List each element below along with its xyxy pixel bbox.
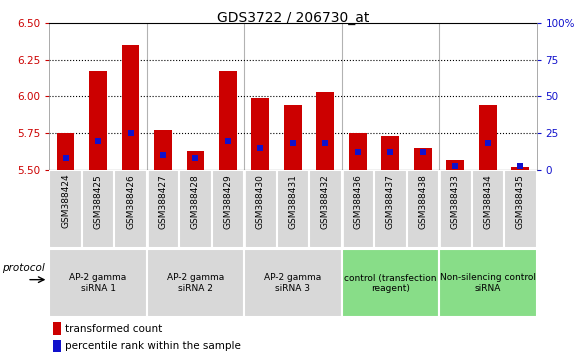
- Bar: [479, 105, 496, 170]
- Text: Non-silencing control
siRNA: Non-silencing control siRNA: [440, 274, 536, 293]
- Text: GSM388424: GSM388424: [61, 174, 70, 228]
- Text: GSM388428: GSM388428: [191, 174, 200, 229]
- Bar: [154, 130, 172, 170]
- Text: AP-2 gamma
siRNA 2: AP-2 gamma siRNA 2: [167, 274, 224, 293]
- Bar: [252, 98, 269, 170]
- Text: GSM388432: GSM388432: [321, 174, 330, 229]
- Point: [223, 138, 233, 143]
- Bar: [244, 170, 277, 248]
- Point: [451, 163, 460, 169]
- Bar: [53, 322, 61, 335]
- Bar: [89, 72, 107, 170]
- Bar: [382, 136, 399, 170]
- Text: percentile rank within the sample: percentile rank within the sample: [64, 341, 241, 351]
- Bar: [49, 170, 82, 248]
- Bar: [147, 170, 179, 248]
- Bar: [439, 170, 472, 248]
- Bar: [414, 148, 432, 170]
- Text: control (transfection
reagent): control (transfection reagent): [344, 274, 437, 293]
- Point: [158, 152, 168, 158]
- Bar: [53, 340, 61, 352]
- Bar: [114, 170, 147, 248]
- Text: AP-2 gamma
siRNA 1: AP-2 gamma siRNA 1: [70, 274, 126, 293]
- Point: [61, 155, 70, 161]
- Bar: [244, 249, 342, 317]
- Point: [288, 141, 298, 146]
- Text: AP-2 gamma
siRNA 3: AP-2 gamma siRNA 3: [264, 274, 321, 293]
- Point: [191, 155, 200, 161]
- Text: GSM388425: GSM388425: [93, 174, 103, 229]
- Bar: [147, 249, 244, 317]
- Text: GSM388426: GSM388426: [126, 174, 135, 229]
- Bar: [284, 105, 302, 170]
- Text: GSM388436: GSM388436: [353, 174, 362, 229]
- Point: [516, 163, 525, 169]
- Text: GDS3722 / 206730_at: GDS3722 / 206730_at: [217, 11, 369, 25]
- Text: protocol: protocol: [2, 263, 45, 273]
- Bar: [82, 170, 114, 248]
- Bar: [342, 249, 439, 317]
- Bar: [374, 170, 407, 248]
- Text: GSM388435: GSM388435: [516, 174, 525, 229]
- Bar: [187, 151, 204, 170]
- Text: transformed count: transformed count: [64, 324, 162, 333]
- Bar: [179, 170, 212, 248]
- Bar: [472, 170, 504, 248]
- Point: [386, 149, 395, 155]
- Point: [353, 149, 362, 155]
- Text: GSM388434: GSM388434: [483, 174, 492, 229]
- Bar: [504, 170, 536, 248]
- Bar: [439, 249, 536, 317]
- Bar: [447, 160, 464, 170]
- Bar: [317, 92, 334, 170]
- Point: [483, 141, 492, 146]
- Text: GSM388431: GSM388431: [288, 174, 298, 229]
- Text: GSM388429: GSM388429: [223, 174, 233, 229]
- Text: GSM388433: GSM388433: [451, 174, 460, 229]
- Text: GSM388427: GSM388427: [158, 174, 168, 229]
- Point: [418, 149, 427, 155]
- Text: GSM388437: GSM388437: [386, 174, 395, 229]
- Bar: [349, 133, 367, 170]
- Bar: [277, 170, 309, 248]
- Text: GSM388430: GSM388430: [256, 174, 265, 229]
- Point: [321, 141, 330, 146]
- Bar: [342, 170, 374, 248]
- Bar: [512, 167, 529, 170]
- Bar: [219, 72, 237, 170]
- Bar: [407, 170, 439, 248]
- Text: GSM388438: GSM388438: [418, 174, 427, 229]
- Bar: [122, 45, 139, 170]
- Point: [256, 145, 265, 151]
- Bar: [309, 170, 342, 248]
- Bar: [49, 249, 147, 317]
- Bar: [212, 170, 244, 248]
- Point: [126, 130, 135, 136]
- Point: [93, 138, 103, 143]
- Bar: [57, 133, 74, 170]
